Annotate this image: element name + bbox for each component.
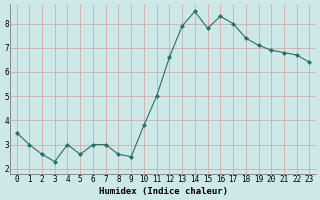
X-axis label: Humidex (Indice chaleur): Humidex (Indice chaleur) — [99, 187, 228, 196]
